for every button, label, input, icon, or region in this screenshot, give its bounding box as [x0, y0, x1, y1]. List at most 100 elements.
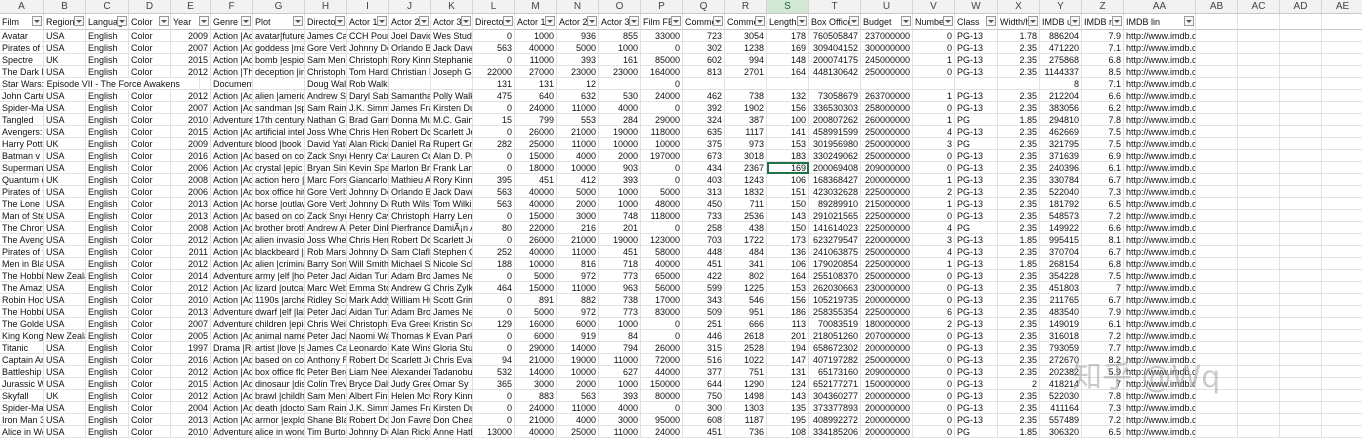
table-cell[interactable]: 225000000 [861, 258, 913, 270]
table-cell[interactable] [1238, 186, 1280, 198]
table-cell[interactable]: 1187 [725, 414, 767, 426]
table-cell[interactable]: Color [129, 246, 171, 258]
table-cell[interactable]: 180000000 [861, 318, 913, 330]
table-cell[interactable]: 11000 [599, 426, 641, 438]
table-cell[interactable]: Documentary [211, 78, 253, 90]
table-cell[interactable]: USA [44, 186, 86, 198]
table-cell[interactable]: PG-13 [955, 54, 998, 66]
table-cell[interactable]: 151 [767, 186, 809, 198]
table-cell[interactable]: 14000 [515, 366, 557, 378]
table-cell[interactable] [1322, 90, 1362, 102]
table-cell[interactable]: 17000 [641, 294, 683, 306]
table-cell[interactable]: Action |Adv [211, 102, 253, 114]
table-cell[interactable]: 1 [913, 174, 955, 186]
table-cell[interactable]: Color [129, 282, 171, 294]
table-cell[interactable]: 313 [683, 186, 725, 198]
table-cell[interactable]: Action |Adv [211, 246, 253, 258]
table-cell[interactable]: 141 [767, 126, 809, 138]
filter-dropdown-icon[interactable] [461, 16, 471, 26]
table-cell[interactable] [809, 78, 861, 90]
table-cell[interactable]: 1 [913, 198, 955, 210]
table-cell[interactable]: 135 [767, 402, 809, 414]
table-cell[interactable]: 21000 [557, 126, 599, 138]
table-cell[interactable]: Color [129, 318, 171, 330]
table-cell[interactable]: 40000 [515, 42, 557, 54]
table-cell[interactable] [1280, 258, 1322, 270]
table-cell[interactable]: Star Wars: Episode VII - The Force Awake… [0, 78, 200, 90]
table-cell[interactable]: 2.35 [998, 186, 1040, 198]
table-cell[interactable]: Action |Adv [211, 414, 253, 426]
filter-dropdown-icon[interactable] [755, 16, 765, 26]
filter-dropdown-icon[interactable] [1184, 16, 1194, 26]
table-cell[interactable]: 106 [767, 174, 809, 186]
table-cell[interactable]: 451803 [1040, 282, 1082, 294]
table-cell[interactable] [1196, 258, 1238, 270]
column-letter-ae[interactable]: AE [1322, 0, 1362, 14]
table-cell[interactable]: 150000000 [861, 378, 913, 390]
table-cell[interactable]: 2.35 [998, 150, 1040, 162]
table-cell[interactable]: Alexander S [389, 366, 431, 378]
table-cell[interactable]: 207000000 [861, 330, 913, 342]
table-cell[interactable]: 11000 [557, 402, 599, 414]
table-cell[interactable]: 7.1 [1082, 78, 1124, 90]
table-cell[interactable]: 149019 [1040, 318, 1082, 330]
table-cell[interactable]: 509 [683, 306, 725, 318]
table-cell[interactable]: The Hobbit [0, 270, 44, 282]
table-cell[interactable]: 258000000 [861, 102, 913, 114]
table-cell[interactable]: 212204 [1040, 90, 1082, 102]
table-cell[interactable]: Adventure [211, 270, 253, 282]
table-cell[interactable]: English [86, 306, 129, 318]
table-cell[interactable]: http://www.imdb.com/title/tt1300854/?ref… [1124, 414, 1196, 426]
column-letter-o[interactable]: O [599, 0, 641, 14]
table-cell[interactable] [1280, 330, 1322, 342]
table-cell[interactable]: http://www.imdb.com/title/tt2975590/?ref… [1124, 150, 1196, 162]
table-cell[interactable]: 169 [767, 42, 809, 54]
table-cell[interactable]: Color [129, 102, 171, 114]
table-cell[interactable]: 6.1 [1082, 318, 1124, 330]
table-cell[interactable]: Sam Mend [305, 54, 347, 66]
table-cell[interactable]: 2.35 [998, 282, 1040, 294]
table-cell[interactable]: King Kong [0, 330, 44, 342]
filter-dropdown-icon[interactable] [986, 16, 996, 26]
table-cell[interactable]: Samantha [389, 90, 431, 102]
filter-dropdown-icon[interactable] [629, 16, 639, 26]
table-cell[interactable]: 85000 [641, 54, 683, 66]
table-cell[interactable]: 13000 [473, 426, 515, 438]
table-cell[interactable]: Action |Adv [211, 126, 253, 138]
table-cell[interactable]: 225000000 [861, 186, 913, 198]
table-cell[interactable]: 336530303 [809, 102, 861, 114]
table-cell[interactable]: 2012 [171, 66, 211, 78]
table-cell[interactable]: 183 [767, 150, 809, 162]
table-cell[interactable] [1322, 258, 1362, 270]
table-cell[interactable]: 304360277 [809, 390, 861, 402]
table-cell[interactable]: 972 [557, 306, 599, 318]
table-cell[interactable]: http://www.imdb.com/title/tt0948470/?ref… [1124, 282, 1196, 294]
table-cell[interactable]: http://www.imdb.com/title/tt2379713/?ref… [1124, 54, 1196, 66]
table-cell[interactable]: 1832 [725, 186, 767, 198]
table-cell[interactable]: 15000 [515, 282, 557, 294]
table-cell[interactable]: 5.9 [1082, 366, 1124, 378]
table-cell[interactable]: 7.2 [1082, 330, 1124, 342]
table-cell[interactable]: 294810 [1040, 114, 1082, 126]
table-cell[interactable]: 268154 [1040, 258, 1082, 270]
table-cell[interactable]: 2012 [171, 258, 211, 270]
table-cell[interactable]: Daniel Rad [389, 138, 431, 150]
table-cell[interactable]: Harry Lenn [431, 210, 473, 222]
table-cell[interactable]: English [86, 42, 129, 54]
table-cell[interactable]: English [86, 366, 129, 378]
table-cell[interactable]: 1 [913, 54, 955, 66]
table-cell[interactable]: http://www.imdb.com/title/tt0401729/?ref… [1124, 90, 1196, 102]
table-cell[interactable]: Color [129, 354, 171, 366]
table-cell[interactable]: Tom Wilkin [431, 198, 473, 210]
table-cell[interactable] [1238, 414, 1280, 426]
header-cell[interactable]: Genre [211, 14, 253, 30]
table-cell[interactable]: 2000 [557, 378, 599, 390]
table-cell[interactable]: alice in wonderl [253, 426, 305, 438]
table-cell[interactable]: Color [129, 138, 171, 150]
header-cell[interactable]: Class [955, 14, 998, 30]
column-letter-p[interactable]: P [641, 0, 683, 14]
table-cell[interactable]: 0 [473, 330, 515, 342]
table-cell[interactable] [1322, 234, 1362, 246]
table-cell[interactable]: http://www.imdb.com/title/tt0770828/?ref… [1124, 210, 1196, 222]
table-cell[interactable]: Leonardo D [347, 342, 389, 354]
